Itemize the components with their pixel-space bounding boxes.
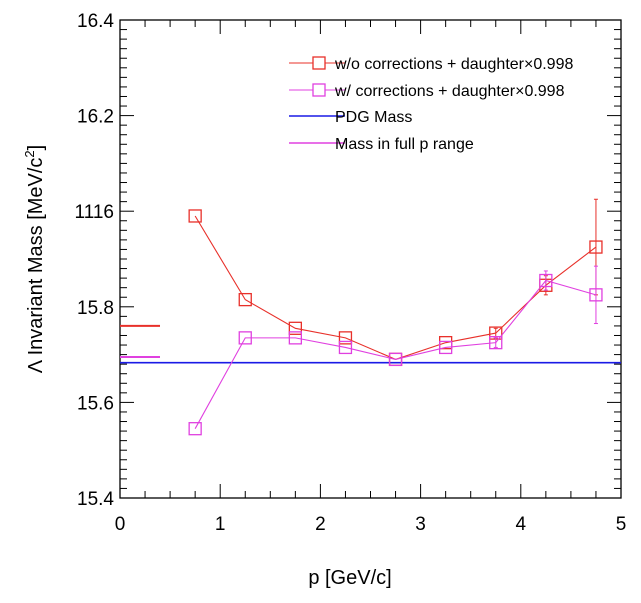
y-tick-label: 16.4 (77, 11, 114, 32)
legend: w/o corrections + daughter×0.998 w/ corre… (289, 56, 573, 153)
y-tick-label: 15.4 (77, 489, 114, 510)
x-tick-label: 2 (315, 514, 326, 535)
data-point-marker (188, 209, 202, 223)
data-point-marker (238, 331, 252, 345)
legend-swatch-marker (312, 56, 326, 70)
y-axis-title: Λ Invariant Mass [MeV/c2] (22, 145, 47, 373)
data-point-marker (489, 335, 503, 350)
x-tick-label: 1 (215, 514, 226, 535)
legend-label: Mass in full p range (335, 136, 474, 153)
x-tick-label: 5 (616, 514, 627, 535)
data-point-marker (188, 422, 202, 436)
data-point-marker (539, 273, 553, 288)
data-point-marker (288, 321, 303, 335)
data-point-marker (238, 292, 252, 307)
y-tick-label: 15.8 (77, 298, 114, 319)
y-tick-label: 15.6 (77, 393, 114, 414)
series-line (194, 279, 597, 429)
y-tick-label: 16.2 (77, 107, 114, 128)
axis-ticks: 0 1 2 3 4 5 15.4 15.6 15.8 1116 16.2 16.4 (75, 11, 627, 535)
y-axis-title-end: ] (25, 145, 47, 151)
y-axis-title-sup: 2 (22, 150, 37, 157)
legend-label: w/o corrections + daughter×0.998 (334, 56, 573, 73)
data-point-marker (338, 331, 353, 345)
x-tick-label: 4 (516, 514, 527, 535)
legend-label: PDG Mass (335, 109, 412, 126)
data-point-marker (589, 288, 603, 302)
data-point-marker (288, 331, 303, 345)
y-tick-label: 1116 (75, 202, 114, 223)
x-tick-label: 0 (115, 514, 126, 535)
legend-label: w/ corrections + daughter×0.998 (334, 83, 565, 100)
data-point-marker (338, 340, 353, 355)
legend-swatch-marker (312, 83, 326, 97)
reference-lines (120, 324, 621, 364)
data-point-marker (388, 352, 403, 367)
x-axis-title: p [GeV/c] (308, 567, 391, 589)
data-series (188, 198, 603, 436)
data-point-marker (438, 340, 453, 355)
x-tick-label: 3 (415, 514, 426, 535)
data-point-marker (589, 240, 603, 254)
y-axis-title-main: Λ Invariant Mass [MeV/c (25, 158, 47, 374)
